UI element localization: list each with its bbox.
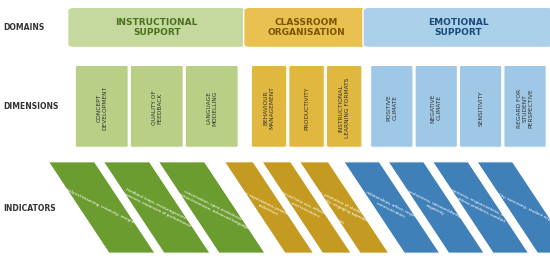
Text: PRODUCTIVITY: PRODUCTIVITY <box>304 86 309 129</box>
Text: INSTRUCTIONAL
SUPPORT: INSTRUCTIONAL SUPPORT <box>116 18 198 37</box>
FancyBboxPatch shape <box>460 66 502 147</box>
FancyBboxPatch shape <box>371 66 413 147</box>
Polygon shape <box>388 162 485 253</box>
Text: POSITIVE
CLIMATE: POSITIVE CLIMATE <box>387 94 397 121</box>
Text: QUALITY OF
FEEDBACK: QUALITY OF FEEDBACK <box>151 91 162 125</box>
Polygon shape <box>103 162 210 253</box>
FancyBboxPatch shape <box>415 66 458 147</box>
Text: CLASSROOM
ORGANISATION: CLASSROOM ORGANISATION <box>268 18 345 37</box>
Text: INDICATORS: INDICATORS <box>3 204 56 213</box>
Polygon shape <box>432 162 529 253</box>
FancyBboxPatch shape <box>289 66 324 147</box>
Text: conversation, open-endedness,
repetition/extension, advanced language: conversation, open-endedness, repetition… <box>172 185 251 230</box>
FancyBboxPatch shape <box>363 7 550 48</box>
Polygon shape <box>48 162 155 253</box>
Text: SENSITIVITY: SENSITIVITY <box>478 90 483 126</box>
FancyBboxPatch shape <box>244 7 370 48</box>
Polygon shape <box>344 162 440 253</box>
Text: relationships, affect, respect,
communication: relationships, affect, respect, communic… <box>363 190 421 225</box>
Text: clear expectations, proactiveness,
redirection: clear expectations, proactiveness, redir… <box>235 188 302 227</box>
Polygon shape <box>300 162 389 253</box>
Text: maximised time use, efficient routines
and transitions: maximised time use, efficient routines a… <box>269 186 344 229</box>
Text: DIMENSIONS: DIMENSIONS <box>3 102 58 111</box>
FancyBboxPatch shape <box>327 66 362 147</box>
Text: REGARD FOR
STUDENT
PERSPECTIVE: REGARD FOR STUDENT PERSPECTIVE <box>517 88 534 128</box>
Text: variety, promotion of student interests,
clarity, engaging approach: variety, promotion of student interests,… <box>306 186 382 229</box>
Text: EMOTIONAL
SUPPORT: EMOTIONAL SUPPORT <box>428 18 489 37</box>
FancyBboxPatch shape <box>130 66 183 147</box>
Text: analysis/reasoning, creativity, integration: analysis/reasoning, creativity, integrat… <box>63 187 141 228</box>
Polygon shape <box>158 162 265 253</box>
Text: INSTRUCTIONAL
LEARNING FORMATS: INSTRUCTIONAL LEARNING FORMATS <box>339 78 350 138</box>
Text: feedback loops, encouragement of
responses, expansion of performance: feedback loops, encouragement of respons… <box>120 186 194 229</box>
FancyBboxPatch shape <box>504 66 546 147</box>
Text: BEHAVIOUR
MANAGEMENT: BEHAVIOUR MANAGEMENT <box>263 87 274 129</box>
Text: CONCEPT
DEVELOPMENT: CONCEPT DEVELOPMENT <box>96 86 107 130</box>
Polygon shape <box>224 162 314 253</box>
Text: LANGUAGE
MODELLING: LANGUAGE MODELLING <box>206 90 217 126</box>
Text: NEGATIVE
CLIMATE: NEGATIVE CLIMATE <box>431 93 442 123</box>
FancyBboxPatch shape <box>185 66 238 147</box>
Text: DOMAINS: DOMAINS <box>3 23 44 32</box>
Text: punitiveness, sarcasm/disrespect,
negativity: punitiveness, sarcasm/disrespect, negati… <box>403 188 470 227</box>
Text: flexibility, autonomy, student expression: flexibility, autonomy, student expressio… <box>487 187 550 228</box>
Polygon shape <box>477 162 550 253</box>
Text: awareness, responsiveness, action to
address problems, comfort: awareness, responsiveness, action to add… <box>444 187 517 228</box>
FancyBboxPatch shape <box>251 66 287 147</box>
Polygon shape <box>262 162 351 253</box>
FancyBboxPatch shape <box>68 7 246 48</box>
FancyBboxPatch shape <box>75 66 128 147</box>
